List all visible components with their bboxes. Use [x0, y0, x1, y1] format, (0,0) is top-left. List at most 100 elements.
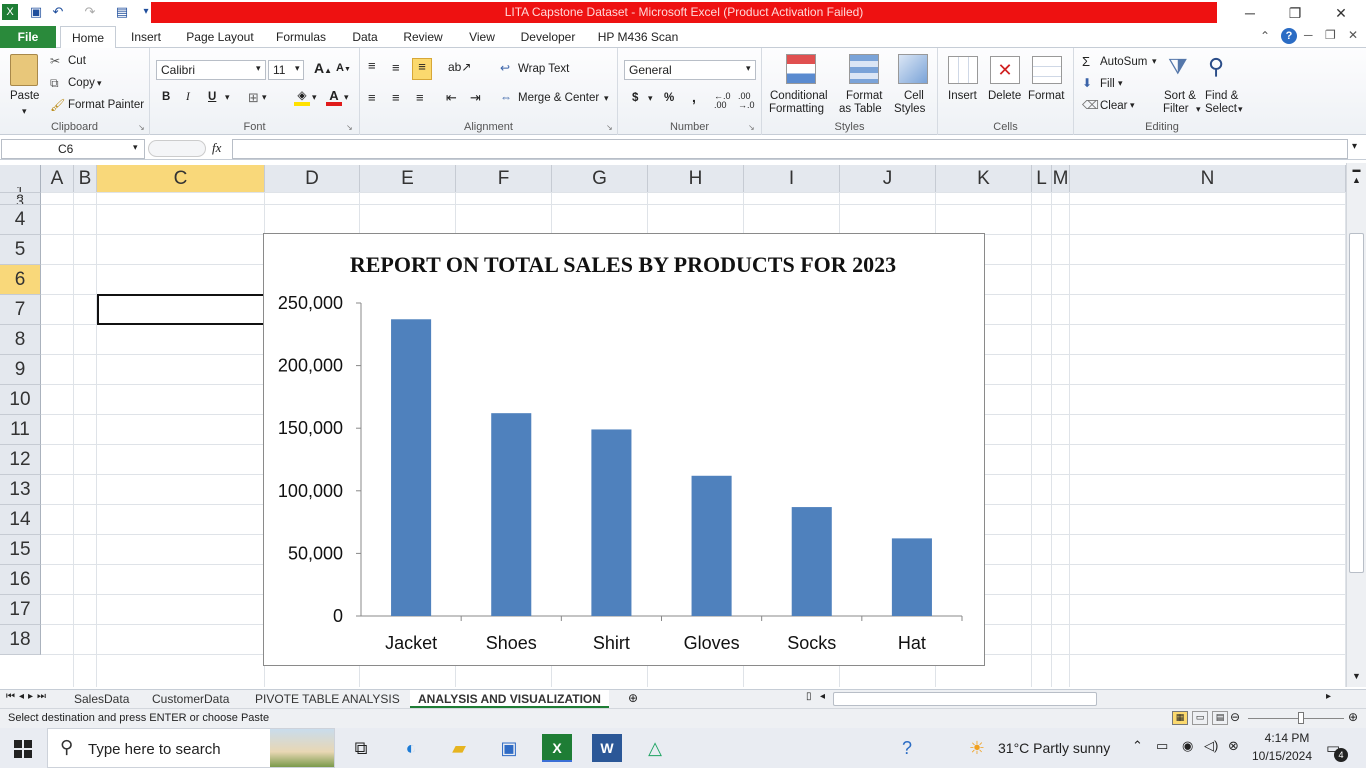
doc-minimize-icon[interactable]: ─	[1304, 28, 1313, 42]
weather-text[interactable]: 31°C Partly sunny	[998, 740, 1111, 756]
row-header-4[interactable]: 4	[0, 205, 41, 235]
row-header-12[interactable]: 12	[0, 445, 41, 475]
weather-icon[interactable]: ☀	[968, 738, 986, 758]
italic-button[interactable]: I	[186, 91, 190, 103]
clock-date[interactable]: 10/15/2024	[1251, 749, 1313, 763]
grow-font-icon[interactable]: A▲	[314, 60, 333, 76]
format-as-table-label-2[interactable]: as Table	[839, 103, 882, 115]
decrease-indent-icon[interactable]: ⇤	[446, 90, 457, 105]
insert-function-icon[interactable]: fx	[212, 140, 222, 155]
bold-button[interactable]: B	[162, 91, 171, 103]
taskbar-search[interactable]: ⚲ Type here to search	[47, 728, 335, 768]
row-header-17[interactable]: 17	[0, 595, 41, 625]
row-header-14[interactable]: 14	[0, 505, 41, 535]
font-launcher-icon[interactable]: ↘	[346, 123, 353, 132]
fill-button[interactable]: Fill	[1100, 78, 1115, 90]
sort-filter-dropdown-icon[interactable]: ▾	[1196, 104, 1201, 114]
autosum-icon[interactable]: Σ	[1082, 54, 1091, 69]
undo-icon[interactable]: ↶	[52, 4, 64, 19]
column-header-j[interactable]: J	[840, 165, 936, 193]
column-header-i[interactable]: I	[744, 165, 840, 193]
zoom-in-icon[interactable]: ⊕	[1348, 710, 1359, 724]
number-format-dropdown-icon[interactable]: ▾	[746, 63, 751, 73]
underline-dropdown-icon[interactable]: ▾	[225, 92, 230, 102]
sheet-nav-icon[interactable]: ⏮◂▸⏭	[6, 691, 51, 702]
cut-icon[interactable]: ✂	[50, 54, 61, 68]
page-break-view-icon[interactable]: ▤	[1212, 711, 1228, 725]
conditional-formatting-label-1[interactable]: Conditional	[770, 90, 828, 102]
excel-taskbar-icon[interactable]: X	[542, 734, 572, 762]
percent-button[interactable]: %	[664, 92, 675, 104]
align-top-icon[interactable]: ≡	[368, 58, 376, 73]
name-box[interactable]: C6	[1, 139, 145, 159]
zoom-out-icon[interactable]: ⊖	[1230, 710, 1241, 724]
sort-filter-label-1[interactable]: Sort &	[1164, 90, 1196, 102]
cell-styles-label-2[interactable]: Styles	[894, 103, 926, 115]
find-select-dropdown-icon[interactable]: ▾	[1238, 104, 1243, 114]
alignment-launcher-icon[interactable]: ↘	[606, 123, 613, 132]
cell-styles-icon[interactable]	[898, 54, 928, 84]
doc-restore-icon[interactable]: ❐	[1325, 28, 1336, 42]
column-header-h[interactable]: H	[648, 165, 744, 193]
insert-cells-button[interactable]: Insert	[948, 90, 977, 102]
row-header-1[interactable]: 1	[0, 187, 41, 193]
redo-icon[interactable]: ↷	[84, 4, 96, 19]
clear-button[interactable]: Clear	[1100, 100, 1128, 112]
sheet-tab-customerdata[interactable]: CustomerData	[152, 692, 230, 706]
shrink-font-icon[interactable]: A▼	[336, 62, 351, 74]
find-select-label-1[interactable]: Find &	[1205, 90, 1239, 102]
scroll-left-icon[interactable]: ◂	[820, 691, 826, 702]
cell-styles-label-1[interactable]: Cell	[904, 90, 924, 102]
sheet-tab-analysis[interactable]: ANALYSIS AND VISUALIZATION	[410, 690, 609, 708]
file-explorer-icon[interactable]: ▰	[452, 738, 466, 758]
cut-button[interactable]: Cut	[68, 55, 86, 67]
volume-icon[interactable]: ◁)	[1204, 738, 1219, 753]
format-cells-icon[interactable]	[1032, 56, 1062, 84]
formula-expander[interactable]	[148, 140, 206, 157]
google-drive-icon[interactable]: △	[648, 738, 662, 758]
tab-home[interactable]: Home	[60, 26, 116, 49]
tab-hp-scan[interactable]: HP M436 Scan	[597, 30, 679, 44]
fill-dropdown-icon[interactable]: ▾	[1118, 78, 1123, 88]
zoom-slider-handle[interactable]	[1298, 712, 1304, 724]
merge-center-icon[interactable]: ⇔	[500, 90, 512, 104]
column-header-g[interactable]: G	[552, 165, 648, 193]
font-size-combo[interactable]: 11	[268, 60, 304, 80]
row-header-13[interactable]: 13	[0, 475, 41, 505]
zoom-slider-track[interactable]	[1248, 718, 1344, 719]
format-as-table-label-1[interactable]: Format	[846, 90, 883, 102]
find-select-label-2[interactable]: Select	[1205, 103, 1237, 115]
delete-cells-button[interactable]: Delete	[988, 90, 1022, 102]
page-layout-view-icon[interactable]: ▭	[1192, 711, 1208, 725]
windows-start-icon[interactable]	[14, 740, 32, 758]
tab-review[interactable]: Review	[403, 30, 443, 44]
tab-formulas[interactable]: Formulas	[275, 30, 326, 44]
column-header-b[interactable]: B	[74, 165, 97, 193]
find-select-icon[interactable]: ⚲	[1208, 54, 1225, 79]
align-right-icon[interactable]: ≡	[416, 90, 424, 105]
copy-dropdown-icon[interactable]: ▾	[97, 78, 102, 88]
clear-icon[interactable]: ⌫	[1082, 98, 1099, 112]
column-header-a[interactable]: A	[41, 165, 74, 193]
row-header-11[interactable]: 11	[0, 415, 41, 445]
row-header-7[interactable]: 7	[0, 295, 41, 325]
column-header-m[interactable]: M	[1052, 165, 1070, 193]
clock-time[interactable]: 4:14 PM	[1264, 731, 1310, 745]
formula-expand-icon[interactable]: ▾	[1352, 141, 1358, 152]
paste-icon[interactable]	[10, 54, 38, 86]
font-name-dropdown-icon[interactable]: ▾	[256, 63, 261, 73]
underline-button[interactable]: U	[208, 91, 217, 103]
battery-icon[interactable]: ▭	[1156, 738, 1169, 753]
wrap-text-button[interactable]: Wrap Text	[518, 63, 570, 75]
row-header-8[interactable]: 8	[0, 325, 41, 355]
borders-dropdown-icon[interactable]: ▾	[262, 92, 267, 102]
horizontal-scroll-thumb[interactable]	[833, 692, 1097, 706]
copy-button[interactable]: Copy	[68, 77, 95, 89]
tab-file[interactable]: File	[0, 26, 56, 48]
format-painter-button[interactable]: Format Painter	[68, 99, 145, 111]
clipboard-launcher-icon[interactable]: ↘	[138, 123, 145, 132]
tab-insert[interactable]: Insert	[130, 30, 161, 44]
sales-chart[interactable]: REPORT ON TOTAL SALES BY PRODUCTS FOR 20…	[263, 233, 985, 666]
name-box-dropdown-icon[interactable]: ▾	[133, 142, 138, 152]
row-header-3[interactable]: 3	[0, 197, 41, 205]
